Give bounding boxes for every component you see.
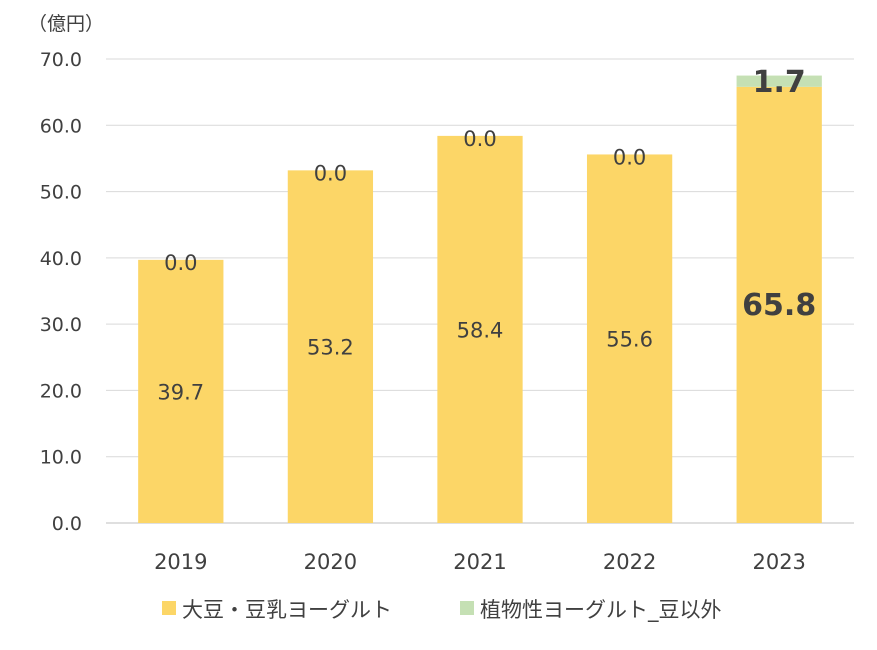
data-label: 0.0 (164, 251, 197, 275)
y-tick-label: 0.0 (52, 513, 82, 535)
y-tick-label: 30.0 (40, 314, 82, 336)
legend-swatch (460, 601, 474, 615)
unit-label: （億円） (28, 13, 104, 35)
bar-segment-soy (586, 154, 673, 524)
legend-label: 大豆・豆乳ヨーグルト (182, 598, 392, 622)
data-label: 39.7 (157, 380, 204, 404)
bar-segment-soy (287, 170, 374, 524)
data-label: 55.6 (606, 328, 653, 352)
x-tick-label: 2020 (304, 550, 357, 574)
x-tick-label: 2022 (603, 550, 656, 574)
bar-segment-soy (736, 86, 822, 523)
data-label: 0.0 (314, 161, 347, 185)
y-tick-label: 10.0 (40, 447, 82, 469)
data-label: 0.0 (463, 127, 496, 151)
bar-segment-soy (437, 135, 523, 524)
y-tick-label: 40.0 (40, 248, 82, 270)
data-label: 65.8 (742, 288, 816, 323)
bar-segment-other (736, 75, 822, 87)
x-tick-label: 2019 (154, 550, 207, 574)
y-tick-label: 20.0 (40, 380, 82, 402)
bar-segment-soy (138, 259, 224, 523)
legend-label: 植物性ヨーグルト_豆以外 (480, 598, 722, 623)
data-label: 0.0 (613, 145, 646, 169)
x-tick-label: 2023 (752, 550, 805, 574)
data-label: 53.2 (307, 336, 354, 360)
y-tick-label: 70.0 (40, 49, 82, 71)
y-tick-label: 60.0 (40, 115, 82, 137)
data-label: 1.7 (753, 65, 806, 100)
y-tick-label: 50.0 (40, 182, 82, 204)
legend-swatch (162, 601, 176, 615)
x-tick-label: 2021 (453, 550, 506, 574)
data-label: 58.4 (457, 318, 504, 342)
